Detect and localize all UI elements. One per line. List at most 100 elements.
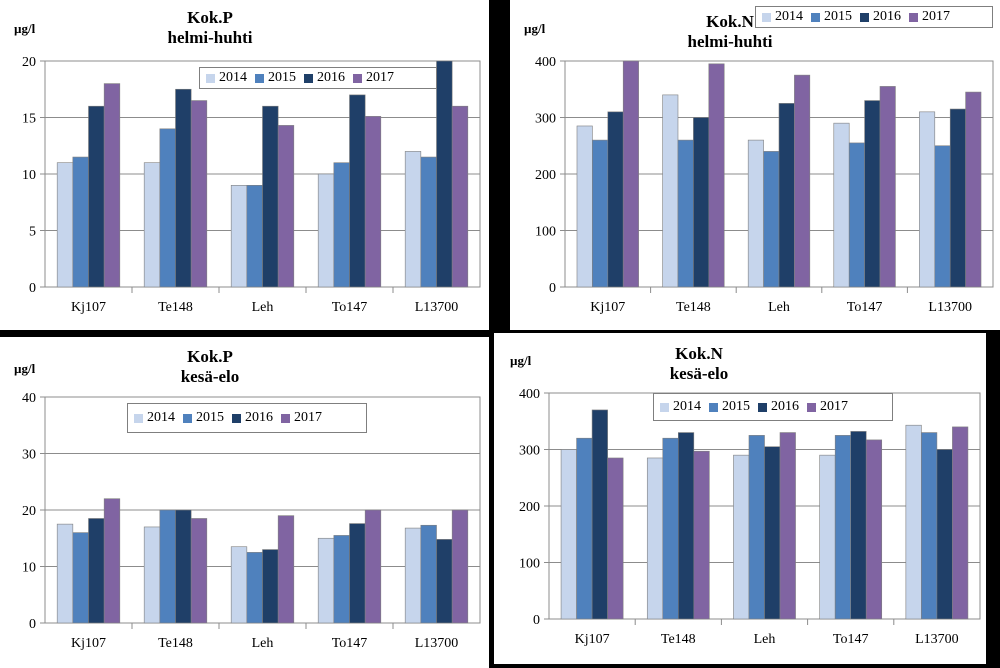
bar-2017-Te148 (693, 450, 710, 620)
x-tick-label: L13700 (928, 300, 972, 315)
legend-label: 2016 (771, 399, 799, 414)
legend-label: 2014 (673, 399, 701, 414)
legend-label: 2015 (722, 399, 750, 414)
legend-item-2015: 2015 (709, 399, 750, 415)
bar-2014-To147 (819, 454, 836, 620)
bar-2016-Kj107 (607, 111, 624, 288)
bar-2016-Te148 (175, 88, 192, 288)
bar-2014-To147 (317, 537, 335, 624)
bar-2014-L13700 (404, 151, 422, 288)
bar-2014-Te148 (143, 526, 161, 624)
bar-2017-Te148 (190, 518, 208, 624)
bar-2016-Leh (262, 105, 279, 288)
bar-2017-To147 (879, 86, 896, 288)
bar-2014-Te148 (646, 457, 664, 620)
legend-item-2015: 2015 (183, 410, 224, 426)
bar-2015-L13700 (934, 145, 951, 288)
bar-2014-L13700 (905, 424, 922, 620)
bar-2016-Leh (778, 103, 795, 288)
x-tick-label: L13700 (415, 300, 459, 315)
x-tick-label: Te148 (676, 300, 711, 315)
legend-item-2017: 2017 (807, 399, 848, 415)
bar-2016-Kj107 (88, 518, 105, 624)
bar-2014-To147 (317, 173, 335, 288)
y-tick-label: 200 (519, 500, 540, 515)
legend-item-2017: 2017 (353, 70, 394, 86)
legend-item-2016: 2016 (232, 410, 273, 426)
bar-2016-To147 (850, 431, 867, 620)
legend-item-2016: 2016 (758, 399, 799, 415)
bar-2015-Kj107 (72, 532, 89, 624)
legend-swatch (304, 73, 313, 83)
bar-2014-L13700 (404, 527, 422, 624)
legend-swatch (353, 73, 362, 83)
bar-2016-Te148 (693, 117, 710, 288)
bar-2014-Leh (747, 139, 764, 288)
bar-2014-L13700 (919, 111, 936, 288)
bar-2015-L13700 (420, 156, 437, 288)
y-axis-unit: µg/l (510, 353, 532, 368)
chart-panel-p-spring: 0 5 10 15 20 Kj107 Te148 Leh To147 L13700 µg/l Ko… (0, 0, 489, 330)
legend-label: 2016 (245, 410, 273, 425)
bar-2016-L13700 (436, 539, 453, 624)
bar-2015-Leh (748, 435, 765, 620)
legend-swatch (660, 402, 669, 412)
bar-2017-L13700 (952, 426, 969, 620)
legend-swatch (758, 402, 767, 412)
x-tick-label: Leh (252, 636, 274, 651)
bar-2017-To147 (364, 116, 382, 288)
bar-2014-Leh (733, 454, 750, 620)
chart-subtitle: kesä-elo (180, 367, 240, 386)
y-tick-label: 40 (22, 391, 36, 406)
bar-2016-Kj107 (88, 105, 105, 288)
x-tick-label: Te148 (158, 300, 193, 315)
x-tick-label: Kj107 (590, 300, 625, 315)
legend-item-2014: 2014 (660, 399, 701, 415)
x-tick-label: Kj107 (71, 300, 106, 315)
bar-2016-Te148 (678, 432, 695, 620)
bar-2015-Te148 (159, 509, 176, 624)
x-tick-label: Leh (754, 632, 776, 647)
legend-item-2015: 2015 (255, 70, 296, 86)
y-tick-label: 100 (535, 225, 556, 240)
chart-panel-n-spring: 0 100 200 300 400 Kj107 Te148 Leh To147 L13700 µg… (510, 0, 1000, 330)
y-axis-unit: µg/l (14, 361, 36, 376)
legend-item-2016: 2016 (860, 9, 901, 25)
bar-2014-Kj107 (560, 449, 577, 620)
bar-2014-Te148 (143, 162, 161, 288)
chart-svg: 0 10 20 30 40 Kj107 Te148 Leh To147 L13700 (22, 391, 481, 651)
bar-2017-Leh (277, 125, 295, 288)
bar-2016-Leh (764, 446, 781, 620)
legend-item-2017: 2017 (281, 410, 322, 426)
bar-2014-Kj107 (576, 125, 593, 288)
y-tick-label: 0 (29, 617, 36, 632)
chart-title: Kok.N kesä-elo (609, 344, 789, 384)
bar-2015-Kj107 (592, 139, 609, 288)
x-tick-label: To147 (833, 632, 869, 647)
x-tick-label: Te148 (158, 636, 193, 651)
bar-2015-To147 (848, 142, 865, 288)
bar-2015-L13700 (921, 432, 938, 620)
bar-2015-To147 (333, 162, 350, 288)
bar-2015-Kj107 (576, 437, 593, 620)
y-tick-label: 100 (519, 557, 540, 572)
y-axis-unit: µg/l (14, 21, 36, 36)
bar-2016-Te148 (175, 509, 192, 624)
legend-label: 2017 (294, 410, 322, 425)
chart-svg: 0 100 200 300 400 Kj107 Te148 Leh To147 L13700 (535, 55, 994, 315)
x-tick-label: L13700 (915, 632, 959, 647)
bar-2017-Leh (794, 74, 811, 288)
chart-legend: 2014 2015 2016 2017 (653, 393, 893, 421)
bar-2016-To147 (349, 94, 366, 288)
bar-2016-Leh (262, 549, 279, 624)
bar-2014-Kj107 (56, 162, 74, 288)
legend-item-2014: 2014 (762, 9, 803, 25)
legend-swatch (811, 12, 820, 22)
y-tick-label: 15 (22, 112, 36, 127)
legend-label: 2015 (196, 410, 224, 425)
bar-2017-Kj107 (103, 83, 121, 288)
bar-2015-To147 (834, 435, 851, 620)
y-tick-label: 400 (535, 55, 556, 70)
y-tick-label: 30 (22, 448, 36, 463)
bar-2016-To147 (864, 100, 881, 288)
